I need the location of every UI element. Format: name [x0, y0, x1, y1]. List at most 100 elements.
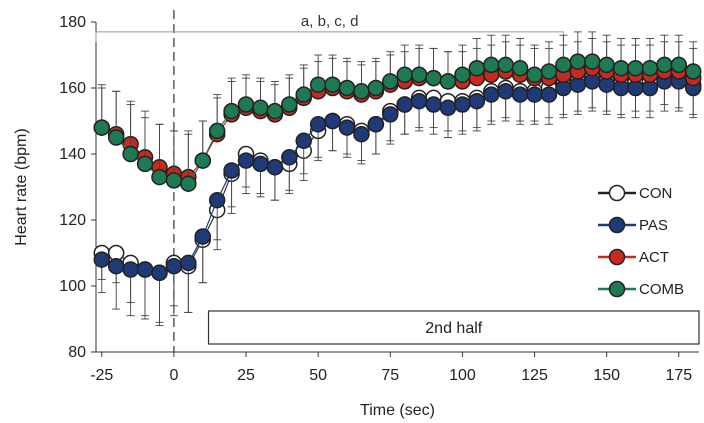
- data-point: [180, 254, 197, 272]
- data-point: [454, 66, 471, 84]
- data-point: [540, 86, 558, 103]
- data-point: [208, 122, 226, 140]
- legend-label: PAS: [639, 217, 668, 234]
- data-point: [180, 175, 197, 192]
- data-point: [338, 79, 356, 97]
- legend-label: COMB: [639, 281, 684, 298]
- data-point: [425, 69, 442, 87]
- data-point: [468, 92, 486, 110]
- x-tick-label: 25: [237, 367, 255, 384]
- data-point: [194, 228, 212, 245]
- data-point: [425, 96, 442, 113]
- data-point: [526, 86, 543, 103]
- data-point: [324, 112, 341, 130]
- legend-marker: [608, 184, 626, 202]
- data-point: [165, 257, 183, 275]
- series-group: [93, 31, 702, 327]
- data-point: [684, 63, 702, 80]
- x-tick-label: 150: [593, 367, 620, 384]
- data-point: [483, 86, 500, 103]
- y-tick-label: 80: [68, 344, 86, 361]
- data-point: [555, 56, 572, 74]
- annotation-bracket: [95, 31, 564, 42]
- data-point: [670, 56, 688, 74]
- data-point: [107, 129, 125, 146]
- data-point: [122, 261, 139, 278]
- data-point: [93, 119, 111, 136]
- data-point: [309, 116, 327, 133]
- data-point: [410, 92, 428, 110]
- data-point: [583, 53, 601, 70]
- data-point: [223, 102, 240, 120]
- data-point: [252, 99, 269, 117]
- data-point: [194, 152, 212, 169]
- legend-label: ACT: [639, 249, 669, 266]
- data-point: [353, 125, 370, 143]
- data-point: [641, 59, 659, 77]
- data-point: [266, 158, 284, 176]
- x-tick-label: -25: [90, 367, 113, 384]
- data-point: [439, 99, 457, 117]
- period-box: [207, 310, 700, 345]
- series-pas: [93, 73, 702, 327]
- data-point: [295, 86, 312, 103]
- data-point: [266, 102, 284, 120]
- data-point: [511, 59, 529, 77]
- data-point: [367, 79, 385, 97]
- data-point: [136, 155, 154, 173]
- x-tick-label: 175: [665, 367, 692, 384]
- data-point: [410, 66, 428, 84]
- data-point: [382, 106, 399, 123]
- data-point: [338, 119, 356, 136]
- y-tick-label: 160: [59, 80, 86, 97]
- data-point: [511, 86, 529, 103]
- data-point: [656, 56, 673, 74]
- data-point: [122, 145, 139, 163]
- period-box-group: 2nd half: [207, 310, 700, 345]
- data-point: [324, 76, 341, 93]
- y-tick-label: 180: [59, 14, 86, 31]
- data-point: [612, 59, 630, 77]
- x-tick-label: 50: [309, 367, 327, 384]
- data-point: [208, 191, 226, 209]
- data-point: [309, 76, 327, 93]
- data-point: [483, 56, 500, 74]
- data-point: [396, 66, 413, 84]
- data-point: [382, 73, 399, 90]
- data-point: [281, 149, 298, 166]
- data-point: [396, 96, 413, 113]
- x-tick-label: 125: [521, 367, 548, 384]
- data-point: [454, 96, 471, 113]
- data-point: [107, 257, 125, 275]
- legend-marker: [608, 248, 626, 266]
- x-tick-label: 100: [449, 367, 476, 384]
- axes: 80 100 120 140 160 180 -25 0 25 50 75 100 125 150 175: [59, 14, 699, 384]
- x-axis-label: Time (sec): [360, 402, 435, 419]
- data-point: [295, 132, 312, 150]
- x-tick-label: 75: [381, 367, 399, 384]
- annotation-label: a, b, c, d: [301, 13, 359, 30]
- data-point: [598, 56, 615, 74]
- data-point: [569, 53, 587, 70]
- data-point: [627, 59, 644, 77]
- data-point: [439, 73, 457, 90]
- data-point: [223, 162, 240, 179]
- series-comb: [93, 31, 702, 192]
- legend-label: CON: [639, 185, 672, 202]
- y-tick-label: 100: [59, 278, 86, 295]
- data-point: [165, 172, 183, 189]
- data-point: [353, 83, 370, 100]
- x-tick-label: 0: [169, 367, 178, 384]
- data-point: [281, 96, 298, 113]
- data-point: [151, 168, 168, 186]
- legend: CON PAS ACT COMB: [598, 184, 684, 298]
- y-tick-label: 140: [59, 146, 86, 163]
- data-point: [237, 96, 255, 113]
- y-axis-label: Heart rate (bpm): [13, 128, 30, 245]
- period-box-label: 2nd half: [425, 320, 482, 337]
- data-point: [526, 66, 543, 84]
- data-point: [93, 251, 111, 268]
- data-point: [540, 63, 558, 80]
